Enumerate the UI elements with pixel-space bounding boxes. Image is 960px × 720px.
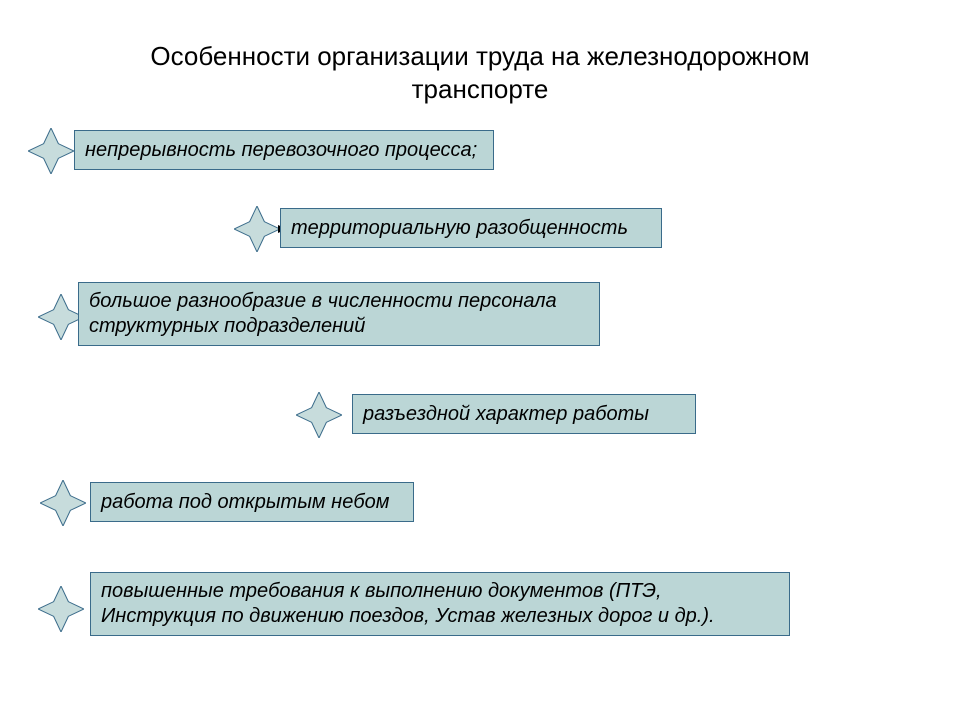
star-icon xyxy=(40,480,86,526)
feature-box-1: непрерывность перевозочного процесса; xyxy=(74,130,494,170)
feature-box-3: большое разнообразие в численности персо… xyxy=(78,282,600,346)
feature-box-5: работа под открытым небом xyxy=(90,482,414,522)
feature-box-4: разъездной характер работы xyxy=(352,394,696,434)
feature-text: непрерывность перевозочного процесса; xyxy=(85,138,483,163)
feature-box-2: территориальную разобщенность xyxy=(280,208,662,248)
feature-text: территориальную разобщенность xyxy=(291,216,651,241)
feature-text: работа под открытым небом xyxy=(101,490,403,515)
star-icon xyxy=(28,128,74,174)
slide-title: Особенности организации труда на железно… xyxy=(80,40,880,105)
star-icon xyxy=(38,586,84,632)
slide: Особенности организации труда на железно… xyxy=(0,0,960,720)
feature-text: разъездной характер работы xyxy=(363,402,685,427)
star-icon xyxy=(234,206,280,252)
feature-box-6: повышенные требования к выполнению докум… xyxy=(90,572,790,636)
star-icon xyxy=(296,392,342,438)
feature-text: большое разнообразие в численности персо… xyxy=(89,289,589,339)
feature-text: повышенные требования к выполнению докум… xyxy=(101,579,779,629)
